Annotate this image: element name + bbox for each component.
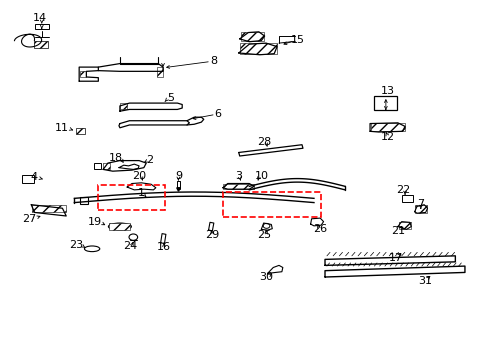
Bar xyxy=(239,43,277,54)
Text: 17: 17 xyxy=(387,253,402,262)
Text: 25: 25 xyxy=(257,230,271,240)
Text: 30: 30 xyxy=(259,272,272,282)
Text: 28: 28 xyxy=(257,137,271,147)
Text: 8: 8 xyxy=(210,56,218,66)
Text: 5: 5 xyxy=(166,93,173,103)
Bar xyxy=(223,192,321,217)
Bar xyxy=(80,197,88,204)
Text: 19: 19 xyxy=(88,217,102,227)
Bar xyxy=(22,175,34,183)
Bar xyxy=(401,195,412,202)
Text: 23: 23 xyxy=(69,240,82,250)
Text: 16: 16 xyxy=(157,242,171,252)
Text: 21: 21 xyxy=(390,226,404,236)
Bar xyxy=(98,185,165,210)
Ellipse shape xyxy=(129,234,137,240)
Bar xyxy=(223,184,254,189)
Text: 31: 31 xyxy=(418,275,432,285)
Bar xyxy=(32,205,66,212)
Text: 11: 11 xyxy=(54,123,68,133)
Text: 22: 22 xyxy=(396,185,410,195)
Text: 26: 26 xyxy=(312,224,326,234)
Bar xyxy=(76,128,85,134)
Bar xyxy=(35,24,49,29)
Text: 10: 10 xyxy=(255,171,269,181)
Text: 12: 12 xyxy=(381,132,394,142)
Text: 20: 20 xyxy=(132,171,146,181)
Text: 13: 13 xyxy=(381,86,394,96)
Text: 24: 24 xyxy=(123,241,137,251)
Bar xyxy=(120,103,127,109)
Text: 4: 4 xyxy=(30,172,37,182)
Text: 3: 3 xyxy=(235,171,242,181)
Bar xyxy=(80,71,86,77)
Ellipse shape xyxy=(84,246,100,252)
Text: 9: 9 xyxy=(174,171,182,181)
Bar xyxy=(370,123,404,131)
Text: 2: 2 xyxy=(146,154,153,165)
Text: 15: 15 xyxy=(290,35,305,45)
Bar xyxy=(398,222,410,229)
Text: 6: 6 xyxy=(214,109,221,119)
Bar xyxy=(414,206,426,213)
Text: 18: 18 xyxy=(109,153,123,163)
Text: 27: 27 xyxy=(21,214,36,224)
Bar xyxy=(34,41,48,48)
Text: 29: 29 xyxy=(204,230,219,240)
Ellipse shape xyxy=(263,224,269,228)
Bar xyxy=(157,67,163,77)
Bar xyxy=(374,96,397,110)
Bar xyxy=(103,163,110,170)
Ellipse shape xyxy=(108,223,131,230)
Bar xyxy=(240,32,263,41)
Bar xyxy=(109,223,130,230)
Text: 1: 1 xyxy=(138,188,144,198)
Bar xyxy=(93,163,101,169)
Text: 7: 7 xyxy=(416,199,424,209)
Text: 14: 14 xyxy=(33,13,47,23)
